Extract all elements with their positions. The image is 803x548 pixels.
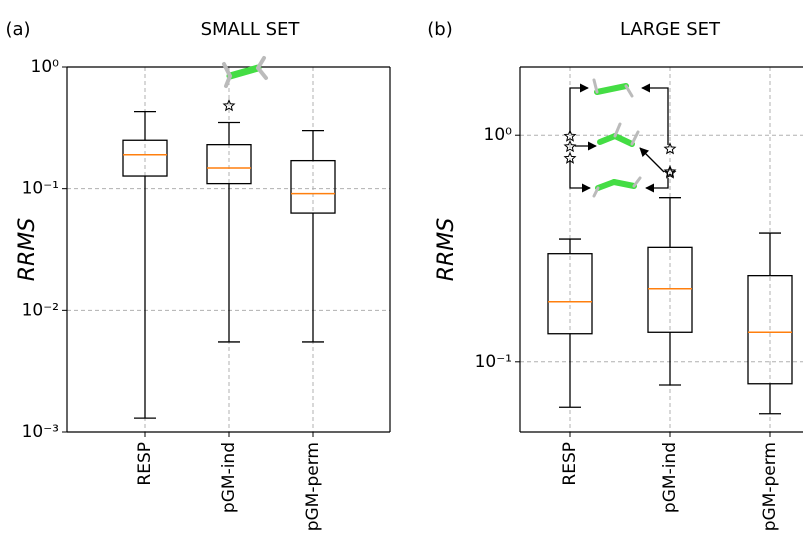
y-tick-label: 10⁰ [31,57,60,77]
box [207,145,251,184]
panel-label: (a) [5,19,30,40]
y-tick-label: 10⁻¹ [475,352,512,372]
figure: 10⁰ 10⁻¹ 10⁻² 10⁻³ RESP pGM-ind pGM-perm (a) SMA… [0,0,803,548]
x-tick-label: pGM-ind [660,442,680,513]
panel: 10⁰ 10⁻¹ 10⁻² 10⁻³ RESP pGM-ind pGM-perm (a) SMA… [5,19,390,531]
y-tick-label: 10⁻³ [22,422,59,442]
x-tick-label: RESP [560,442,580,486]
x-tick-label: pGM-perm [760,442,780,531]
y-axis-label: RRMS [15,218,40,282]
x-tick-label: RESP [135,442,155,486]
y-tick-label: 10⁻² [22,300,59,320]
panel-title: LARGE SET [620,19,721,40]
y-tick-label: 10⁰ [484,125,513,145]
molecule-icon [600,124,638,144]
panel-title: SMALL SET [201,19,301,40]
molecule-icon [594,80,632,96]
x-tick-label: pGM-ind [219,442,239,513]
panel: 10⁰ 10⁻¹ RESP pGM-ind pGM-perm (b) LARGE SET RR… [427,19,803,531]
y-axis-label: RRMS [434,218,459,282]
y-tick-label: 10⁻¹ [22,179,59,199]
x-tick-label: pGM-perm [303,442,323,531]
molecule-icon [594,178,640,196]
molecule-icon [224,58,266,86]
page: {"chart_data": [ {"type": "box", "panel_… [0,0,803,548]
panel-label: (b) [427,19,452,40]
